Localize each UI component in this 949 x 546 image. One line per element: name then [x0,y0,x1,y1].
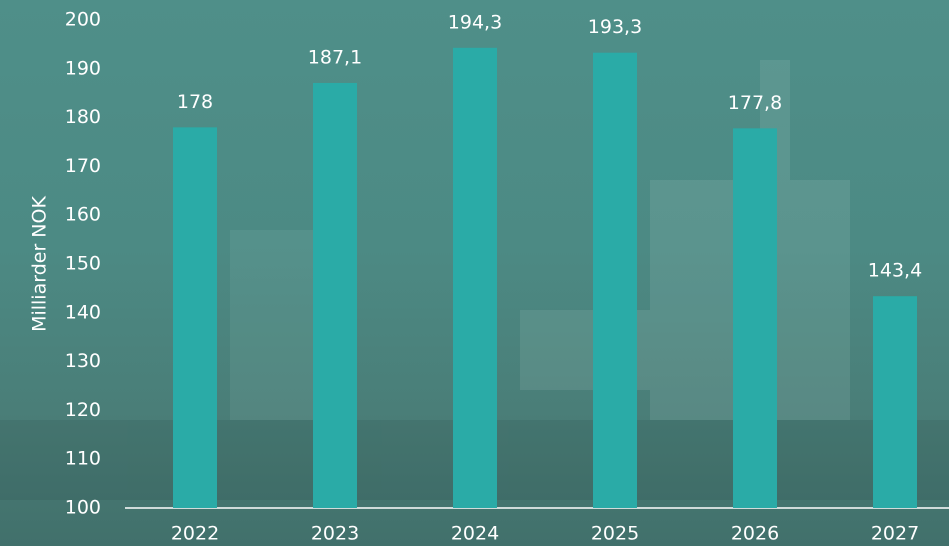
value-label: 194,3 [448,11,502,33]
x-tick-label: 2026 [731,523,779,545]
x-tick-label: 2022 [171,523,219,545]
y-tick-label: 110 [65,448,101,470]
y-tick-label: 150 [65,253,101,275]
x-tick-label: 2023 [311,523,359,545]
x-tick-label: 2025 [591,523,639,545]
y-tick-label: 200 [65,9,101,31]
y-tick-label: 120 [65,399,101,421]
bar [313,83,357,508]
page: Milliarder NOK 100 110 120 130 140 150 160 170 1… [0,0,949,546]
bar [453,48,497,508]
y-tick-label: 100 [65,497,101,519]
value-label: 178 [177,91,213,113]
chart: Milliarder NOK 100 110 120 130 140 150 160 170 1… [0,0,949,546]
y-tick-label: 190 [65,57,101,79]
bar [593,53,637,508]
value-label: 193,3 [588,16,642,38]
y-tick-label: 160 [65,204,101,226]
y-tick-label: 140 [65,301,101,323]
y-tick-label: 130 [65,350,101,372]
bar [733,128,777,508]
x-tick-label: 2027 [871,523,919,545]
value-label: 177,8 [728,92,782,114]
value-label: 143,4 [868,260,922,282]
x-tick-label: 2024 [451,523,499,545]
y-axis-label: Milliarder NOK [29,196,51,332]
bar [173,127,217,508]
bar [873,296,917,508]
y-tick-label: 170 [65,155,101,177]
value-label: 187,1 [308,46,362,68]
y-tick-label: 180 [65,106,101,128]
